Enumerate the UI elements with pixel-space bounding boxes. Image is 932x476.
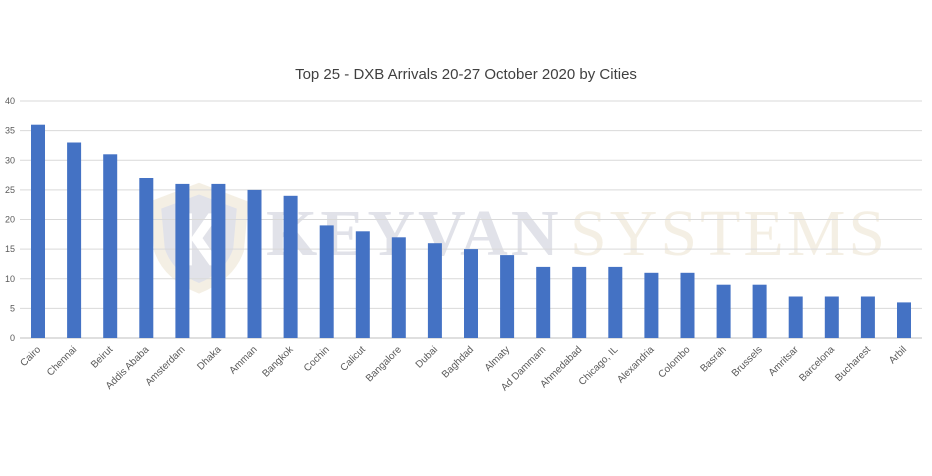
y-tick-label: 30 <box>5 155 15 165</box>
y-tick-label: 5 <box>10 303 15 313</box>
bar-colombo <box>680 272 695 338</box>
x-tick-label: Cochin <box>302 344 332 374</box>
bar-bangalore <box>391 237 406 338</box>
bar-addis-ababa <box>139 178 154 338</box>
y-tick-label: 0 <box>10 333 15 343</box>
bar-dubai <box>427 243 442 338</box>
x-tick-label: Arbil <box>887 344 909 366</box>
bar-ahmedabad <box>572 266 587 338</box>
bar-cairo <box>31 124 45 338</box>
bar-baghdad <box>464 249 478 338</box>
y-axis-tick-labels: 0 5 10 15 20 25 30 35 40 <box>5 96 15 343</box>
bar-bangkok <box>283 195 298 338</box>
x-tick-label: Amman <box>228 344 260 376</box>
x-tick-label: Amritsar <box>767 344 802 379</box>
bars <box>31 124 911 338</box>
bar-amsterdam <box>175 183 190 338</box>
bar-calicut <box>355 231 370 338</box>
bar-alexandria <box>644 272 659 338</box>
bar-chennai <box>67 142 82 338</box>
y-tick-label: 25 <box>5 185 15 195</box>
x-tick-label: Calicut <box>338 344 368 374</box>
x-tick-label: Beirut <box>89 344 115 370</box>
y-tick-label: 20 <box>5 215 15 225</box>
x-tick-label: Dhaka <box>195 344 224 373</box>
bar-ad-dammam <box>536 266 551 338</box>
x-tick-label: Alexandria <box>615 344 656 385</box>
x-tick-label: Colombo <box>657 344 693 380</box>
x-tick-label: Baghdad <box>440 344 476 380</box>
x-tick-label: Chennai <box>45 344 79 378</box>
bar-bucharest <box>860 296 875 338</box>
bar-dhaka <box>211 183 226 338</box>
bar-barcelona <box>824 296 839 338</box>
x-tick-label: Bangkok <box>260 344 296 380</box>
bar-basrah <box>716 284 731 338</box>
x-tick-label: Barcelona <box>797 344 837 384</box>
bar-chicago-il <box>608 266 623 338</box>
x-tick-label: Almaty <box>483 344 512 373</box>
bar-brussels <box>752 284 767 338</box>
x-tick-label: Bucharest <box>833 344 873 384</box>
y-tick-label: 15 <box>5 244 15 254</box>
bar-amritsar <box>788 296 803 338</box>
x-tick-label: Chicago, IL <box>577 344 621 388</box>
x-tick-label: Cairo <box>18 344 43 369</box>
bar-almaty <box>500 255 515 338</box>
y-tick-label: 40 <box>5 96 15 106</box>
bar-arbil <box>897 302 911 338</box>
bar-cochin <box>319 225 334 338</box>
x-tick-label: Basrah <box>698 344 728 374</box>
y-tick-label: 35 <box>5 126 15 136</box>
y-tick-label: 10 <box>5 274 15 284</box>
chart-title: Top 25 - DXB Arrivals 20-27 October 2020… <box>295 66 637 83</box>
x-tick-label: Brussels <box>730 344 765 379</box>
bar-beirut <box>103 154 118 338</box>
x-tick-label: Dubai <box>414 344 440 370</box>
x-tick-label: Bangalore <box>364 344 404 384</box>
bar-amman <box>247 189 262 338</box>
